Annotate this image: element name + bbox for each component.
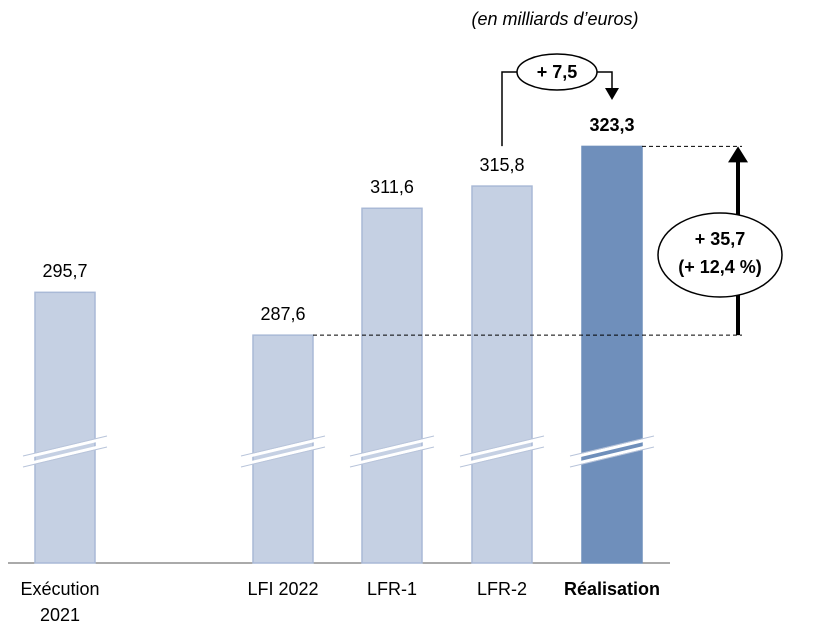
value-label: 287,6 bbox=[260, 304, 305, 324]
bar bbox=[471, 185, 533, 564]
x-tick-label: LFR-2 bbox=[476, 579, 527, 599]
arrow-head bbox=[728, 146, 748, 163]
bar bbox=[581, 145, 643, 564]
value-label: 295,7 bbox=[42, 261, 87, 281]
axis-break bbox=[22, 436, 108, 467]
annotation-bubble bbox=[657, 212, 783, 298]
annotation: + 7,5 bbox=[537, 62, 578, 82]
axis-break bbox=[349, 436, 435, 467]
value-label: 311,6 bbox=[370, 177, 414, 197]
axis-break bbox=[569, 436, 655, 467]
axis-break-edge bbox=[459, 435, 545, 468]
axis-break-edge bbox=[349, 435, 435, 468]
axis-break-edge bbox=[22, 435, 108, 468]
value-label: 323,3 bbox=[589, 115, 634, 135]
value-label: 315,8 bbox=[479, 155, 524, 175]
subtitle: (en milliards d’euros) bbox=[471, 9, 638, 29]
x-tick-label: LFR-1 bbox=[366, 579, 417, 599]
x-tick-label: Exécution 2021 bbox=[20, 579, 100, 625]
axis-break-edge bbox=[240, 435, 326, 468]
axis-break-edge bbox=[569, 435, 655, 468]
annotation-bubble bbox=[516, 53, 598, 91]
arrow-head bbox=[605, 88, 619, 100]
annotation: + 35,7 bbox=[695, 229, 746, 249]
annotation: (+ 12,4 %) bbox=[678, 257, 762, 277]
bar bbox=[34, 291, 96, 564]
axis-break bbox=[240, 436, 326, 467]
bar bbox=[361, 207, 423, 564]
x-tick-label: Réalisation bbox=[563, 579, 661, 599]
x-tick-label: LFI 2022 bbox=[247, 579, 319, 599]
axis-break bbox=[459, 436, 545, 467]
